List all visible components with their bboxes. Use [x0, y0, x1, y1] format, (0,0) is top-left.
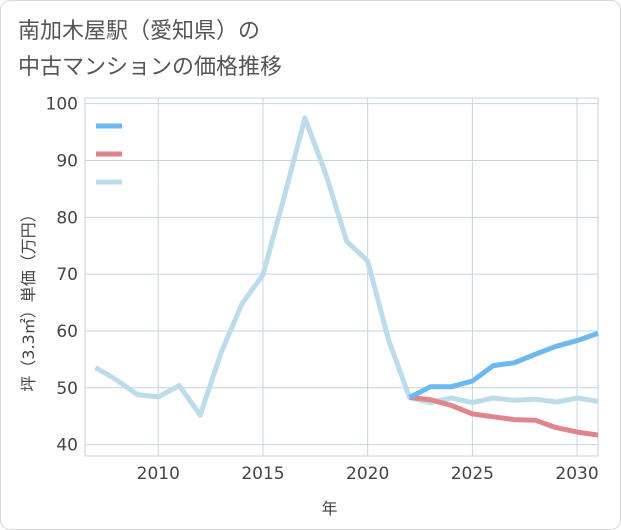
x-tick-label: 2010: [137, 464, 180, 484]
series-line-1: [408, 330, 599, 400]
x-tick-label: 2015: [241, 464, 284, 484]
legend-label-3: ノーマルシナリオ: [129, 176, 233, 191]
x-tick-label: 2025: [451, 464, 494, 484]
legend-label-1: グッドシナリオ: [129, 120, 220, 135]
tick-labels: 2010 2015 2020 2025 2030 40 50 60 70 80 90 100: [46, 95, 599, 484]
title-line-2: 中古マンションの価格推移: [18, 55, 283, 80]
y-tick-label: 50: [56, 379, 78, 399]
y-axis-title: 坪（3.3㎡）単価（万円）: [19, 206, 38, 391]
y-tick-label: 70: [56, 265, 78, 285]
series-line-2: [409, 395, 599, 438]
chart-title: 南加木屋駅（愛知県）の 中古マンションの価格推移: [18, 14, 282, 86]
series-lines: [94, 115, 599, 438]
plot-frame: [84, 97, 599, 457]
y-tick-label: 40: [56, 436, 78, 456]
y-tick-label: 80: [56, 208, 78, 228]
legend-label-2: バッドシナリオ: [129, 148, 220, 163]
y-tick-label: 100: [46, 95, 78, 115]
y-tick-label: 90: [56, 152, 78, 172]
x-axis-title: 年: [321, 499, 337, 518]
y-tick-label: 60: [56, 322, 78, 342]
series-line-3: [94, 115, 599, 418]
title-line-1: 南加木屋駅（愛知県）の: [18, 19, 261, 44]
x-tick-label: 2020: [346, 464, 389, 484]
x-tick-label: 2030: [555, 464, 598, 484]
